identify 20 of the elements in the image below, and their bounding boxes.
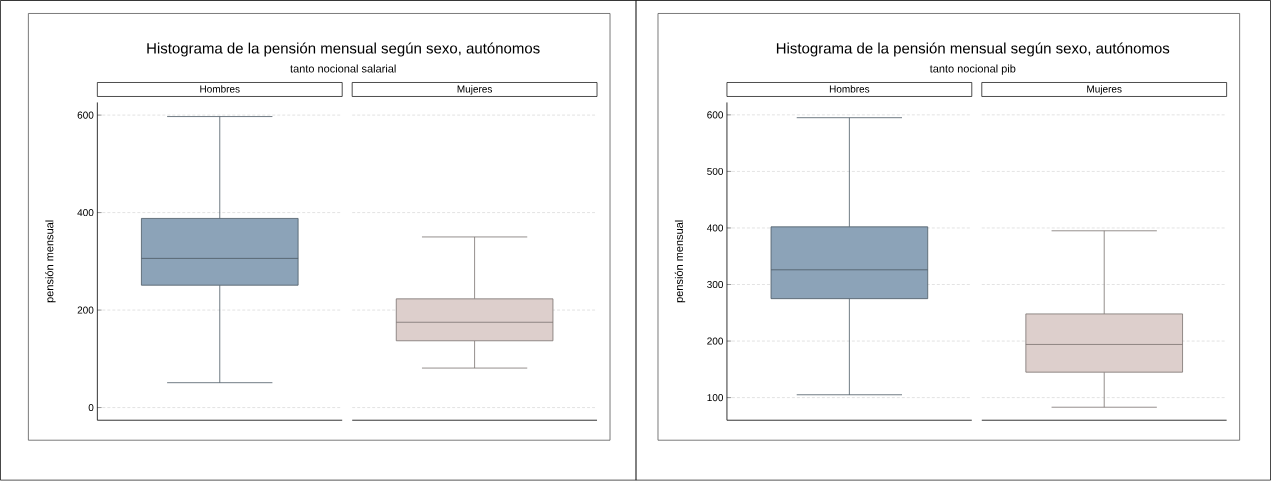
chart-subtitle: tanto nocional pib — [929, 64, 1016, 75]
y-tick-label: 600 — [77, 111, 94, 119]
y-tick-label: 200 — [707, 337, 724, 345]
x-tick-label: Mujeres — [457, 85, 493, 95]
y-tick-label: 500 — [707, 168, 724, 176]
y-tick-label: 300 — [707, 281, 724, 289]
chart-title: Histograma de la pensión mensual según sexo, autónomos — [147, 42, 540, 57]
x-tick-label: Hombres — [829, 85, 870, 93]
y-axis-title: pensión mensual — [674, 220, 686, 303]
chart-title: Histograma de la pensión mensual según sexo, autónomos — [776, 42, 1170, 57]
y-tick-label: 400 — [77, 209, 94, 217]
y-tick-label: 100 — [707, 394, 724, 402]
y-tick-label: 600 — [707, 111, 724, 119]
x-tick-label: Hombres — [200, 85, 240, 93]
y-axis-title: pensión mensual — [45, 220, 56, 303]
y-tick-label: 0 — [88, 404, 94, 412]
y-tick-label: 200 — [77, 306, 94, 314]
x-tick-label: Mujeres — [1087, 85, 1122, 95]
y-tick-label: 400 — [706, 224, 724, 232]
chart-subtitle: tanto nocional salarial — [290, 64, 396, 73]
